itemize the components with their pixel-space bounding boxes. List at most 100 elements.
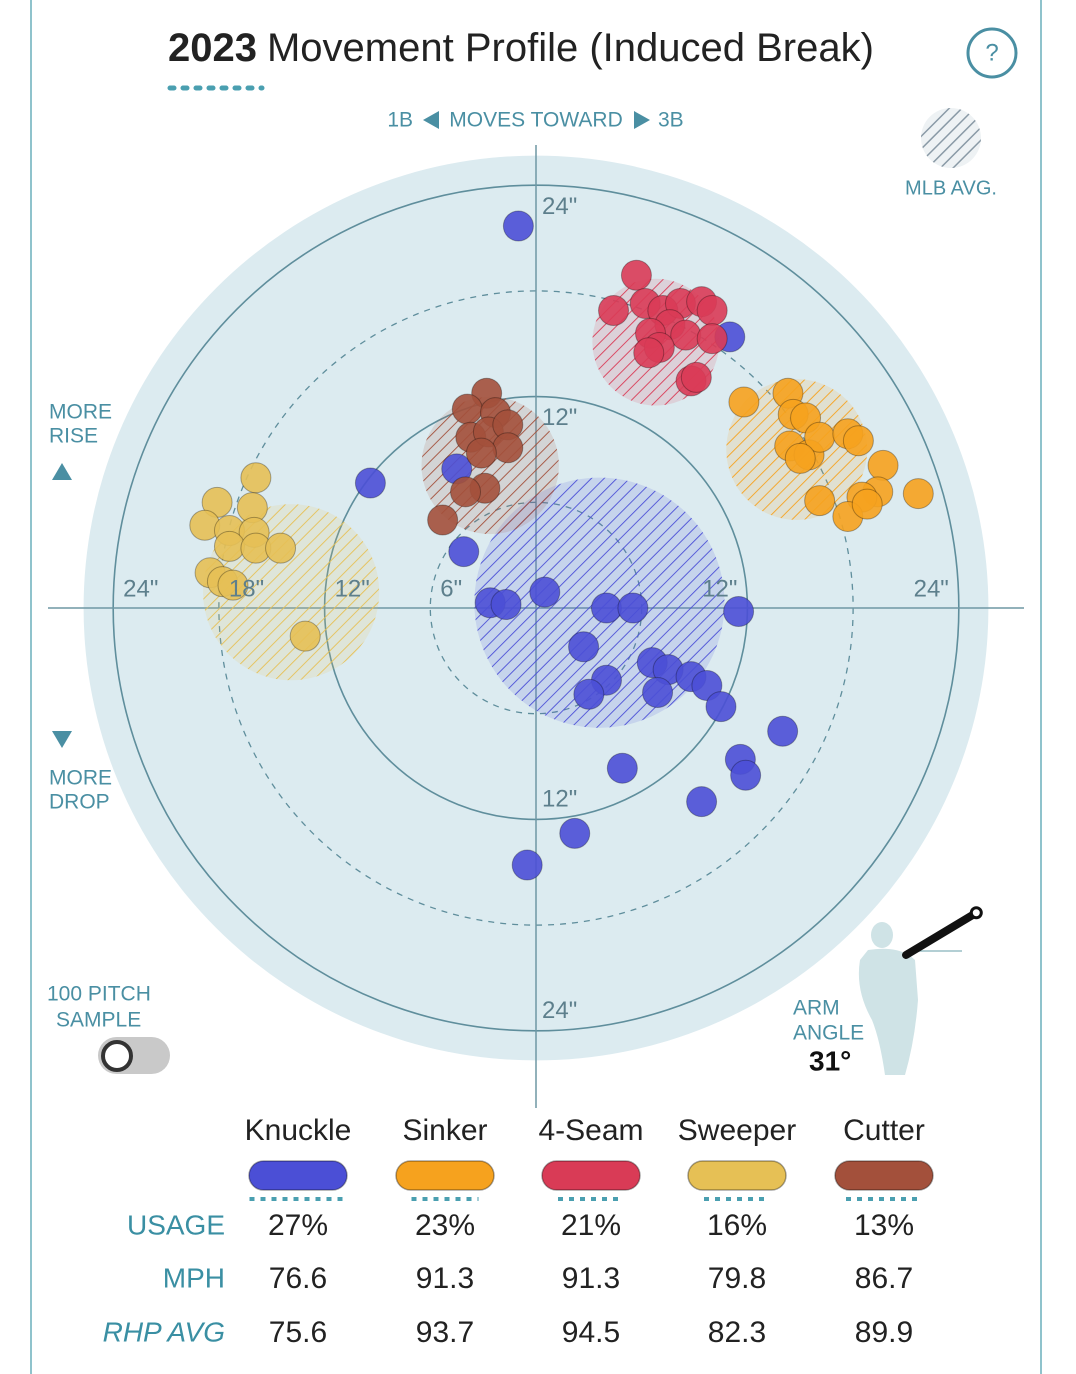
drop-label: MORE [49, 767, 112, 790]
toggle-label: 100 PITCH [47, 983, 151, 1006]
pitch-point [867, 449, 899, 481]
legend-swatch [248, 1160, 348, 1191]
pitcher-figure [858, 906, 983, 1075]
arrow-right [634, 111, 650, 129]
stat-value: 13% [854, 1209, 914, 1242]
stat-value: 27% [268, 1209, 328, 1242]
pitch-point [448, 536, 480, 568]
pitch-point [620, 259, 652, 291]
legend-swatch [541, 1160, 641, 1191]
pitch-point [784, 442, 816, 474]
title-text: Movement Profile (Induced Break) [267, 26, 874, 70]
pitch-point [427, 504, 459, 536]
stat-value: 75.6 [269, 1316, 327, 1349]
pitch-point [568, 631, 600, 663]
pitch-point [723, 596, 755, 628]
rise-arrow [52, 463, 72, 480]
rise-label: MORE [49, 401, 112, 424]
pitch-point [217, 569, 249, 601]
stat-value: 16% [707, 1209, 767, 1242]
pitch-point [617, 592, 649, 624]
pitch-point [767, 715, 799, 747]
plot: 24" 18" 12" 6" 12" 24" 24" 12" 12" 24" [48, 145, 1024, 1108]
arm-line [902, 908, 981, 959]
pitch-point [492, 432, 524, 464]
help-button[interactable] [966, 27, 1018, 79]
arm-angle-value: 31° [809, 1045, 851, 1076]
legend-swatch [834, 1160, 934, 1191]
stat-value: 82.3 [708, 1316, 766, 1349]
pitch-point [804, 485, 836, 517]
direction-label: MOVES TOWARD [449, 109, 622, 132]
chart-title: 2023 Movement Profile (Induced Break) [168, 26, 874, 70]
pitch-point [696, 323, 728, 355]
y-tick-label: 12" [542, 404, 577, 431]
pitch-point [573, 678, 605, 710]
mlb-avg-label: MLB AVG. [905, 177, 997, 199]
pitch-point [705, 691, 737, 723]
y-tick-label: 24" [542, 193, 577, 220]
x-tick-label: 12" [335, 575, 370, 602]
drop-label: DROP [49, 791, 110, 814]
pitch-point [633, 337, 665, 369]
stat-value: 76.6 [269, 1262, 327, 1295]
arm-angle-label: ANGLE [793, 1022, 864, 1045]
x-tick-label: 24" [123, 575, 158, 602]
pitch-point [728, 386, 760, 418]
pitch-point [730, 759, 762, 791]
stat-value: 21% [561, 1209, 621, 1242]
x-tick-label: 18" [229, 575, 264, 602]
pitch-point [642, 677, 674, 709]
pitch-point [511, 849, 543, 881]
pitch-point [598, 294, 630, 326]
legend-label: Sinker [402, 1114, 487, 1147]
arm-hand [969, 906, 983, 920]
row-label: RHP AVG [103, 1316, 225, 1347]
y-tick-label: 12" [542, 786, 577, 813]
stat-value: 93.7 [416, 1316, 474, 1349]
rise-label: RISE [49, 425, 98, 448]
pitch-point [240, 462, 272, 494]
pitch-point [680, 361, 712, 393]
drop-arrow [52, 731, 72, 748]
pitch-point [559, 817, 591, 849]
pitch-point [354, 467, 386, 499]
stat-value: 89.9 [855, 1316, 913, 1349]
legend-label: Sweeper [678, 1114, 796, 1147]
stat-value: 23% [415, 1209, 475, 1242]
pitch-point [490, 588, 522, 620]
stat-value: 91.3 [562, 1262, 620, 1295]
pitch-point [450, 476, 482, 508]
x-tick-label: 6" [440, 575, 462, 602]
mlb-avg-icon [921, 108, 981, 168]
direction-left: 1B [387, 109, 413, 132]
pitch-point [606, 752, 638, 784]
legend-label: Knuckle [245, 1114, 352, 1147]
pitch-point [691, 669, 723, 701]
x-tick-label: 12" [702, 575, 737, 602]
toggle-knob[interactable] [101, 1040, 133, 1072]
pitch-point [213, 530, 245, 562]
row-label: MPH [163, 1262, 225, 1293]
legend-label: 4-Seam [538, 1114, 643, 1147]
stat-value: 94.5 [562, 1316, 620, 1349]
pitch-point [842, 425, 874, 457]
title-year: 2023 [168, 26, 257, 70]
pitch-point [590, 592, 622, 624]
arrow-left [423, 111, 439, 129]
y-tick-label: 24" [542, 997, 577, 1024]
legend-swatch [395, 1160, 495, 1191]
pitch-point [902, 478, 934, 510]
pitch-point [289, 620, 321, 652]
row-label: USAGE [127, 1209, 225, 1240]
legend-swatch [687, 1160, 787, 1191]
help-icon[interactable]: ? [985, 39, 998, 66]
pitch-point [851, 488, 883, 520]
pitch-point [670, 319, 702, 351]
pitch-point [686, 786, 718, 818]
legend-label: Cutter [843, 1114, 925, 1147]
pitch-point [529, 576, 561, 608]
stat-value: 91.3 [416, 1262, 474, 1295]
pitch-point [696, 294, 728, 326]
